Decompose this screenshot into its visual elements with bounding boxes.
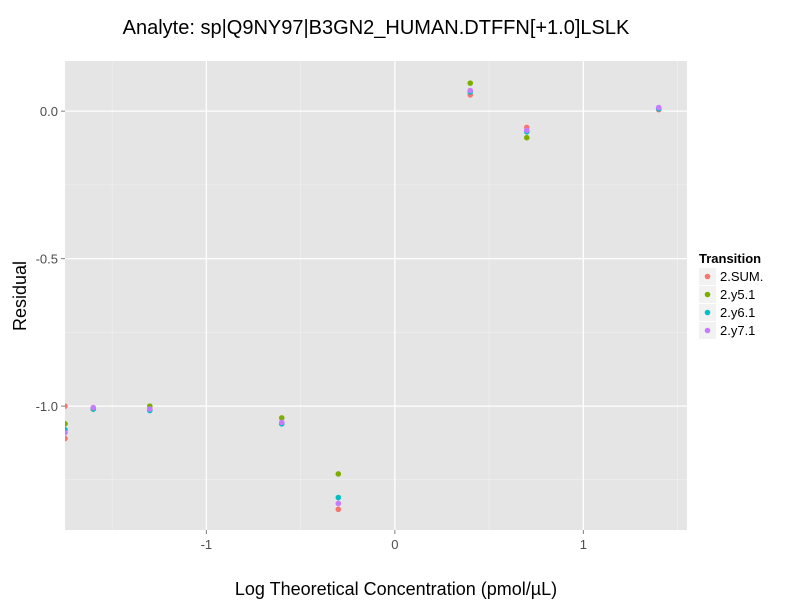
data-point xyxy=(65,429,68,436)
legend: Transition 2.SUM. 2.y5.1 2.y6.1 2.y7.1 xyxy=(699,251,763,339)
legend-items: 2.SUM. 2.y5.1 2.y6.1 2.y7.1 xyxy=(699,268,763,339)
legend-key xyxy=(704,309,711,316)
data-point xyxy=(467,87,474,94)
data-point xyxy=(278,419,285,426)
data-point xyxy=(335,500,342,507)
y-tick-label: 0.0 xyxy=(40,104,58,119)
x-tick-label: -1 xyxy=(201,537,213,552)
data-point xyxy=(335,494,342,501)
x-axis-ticks: -1 0 1 xyxy=(201,530,587,552)
data-point xyxy=(335,506,342,513)
y-axis-title: Residual xyxy=(10,261,30,331)
legend-label: 2.y5.1 xyxy=(720,287,755,302)
legend-label: 2.SUM. xyxy=(720,269,763,284)
data-point xyxy=(65,403,68,409)
legend-key xyxy=(704,273,711,280)
legend-title: Transition xyxy=(699,251,761,266)
legend-key xyxy=(704,291,711,298)
data-point xyxy=(65,421,68,427)
x-axis-title: Log Theoretical Concentration (pmol/µL) xyxy=(235,579,557,599)
minor-gridlines xyxy=(65,61,687,530)
legend-label: 2.y6.1 xyxy=(720,305,755,320)
data-point xyxy=(278,415,285,421)
data-point xyxy=(467,80,474,86)
data-point xyxy=(147,406,153,412)
data-points xyxy=(65,80,662,513)
chart-title: Analyte: sp|Q9NY97|B3GN2_HUMAN.DTFFN[+1.… xyxy=(123,17,630,39)
y-tick-label: -1.0 xyxy=(36,399,58,414)
data-point xyxy=(335,471,342,477)
major-gridlines xyxy=(65,61,687,530)
data-point xyxy=(523,127,530,134)
legend-label: 2.y7.1 xyxy=(720,323,755,338)
x-tick-label: 1 xyxy=(580,537,587,552)
y-axis-ticks: 0.0 -0.5 -1.0 xyxy=(36,104,65,414)
data-point xyxy=(65,435,68,442)
data-point xyxy=(90,404,97,411)
data-point xyxy=(655,104,662,111)
x-tick-label: 0 xyxy=(391,537,398,552)
plot-panel xyxy=(65,61,687,530)
legend-key xyxy=(704,327,711,334)
y-tick-label: -0.5 xyxy=(36,252,58,267)
data-point xyxy=(523,134,530,141)
